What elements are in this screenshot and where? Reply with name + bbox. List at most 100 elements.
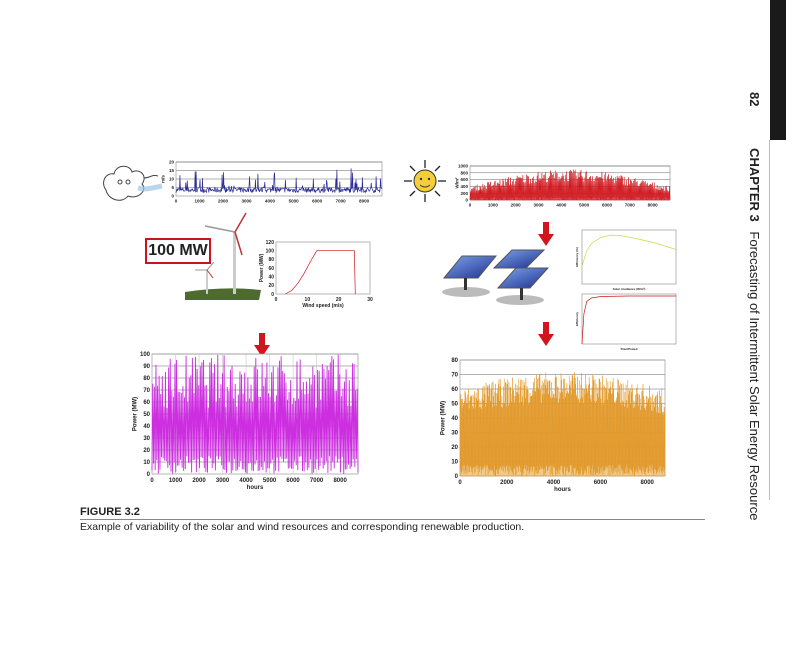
y-axis-label: Power (MW) [440,401,446,435]
x-tick-label: 8000 [648,203,659,208]
wind-cloud-icon [103,165,163,201]
chapter-label: CHAPTER 3 [747,148,762,222]
x-tick-label: 6000 [312,199,323,204]
y-tick-label: 10 [169,177,175,182]
x-axis-label: Solar irradiance (W/m²) [613,287,646,291]
figure-rule [80,519,705,520]
running-head: 82 CHAPTER 3 Forecasting of Intermittent… [747,92,762,520]
x-axis-label: hours [247,485,264,490]
x-tick-label: 3000 [216,478,230,484]
x-axis-label: Wind speed (m/s) [302,303,344,309]
x-tick-label: 4000 [239,478,253,484]
x-tick-label: 0 [275,297,278,303]
y-tick-label: 80 [268,257,274,263]
capacity-label: 100 MW [145,238,211,264]
x-tick-label: 1000 [488,203,499,208]
y-axis-label: Efficiency [575,312,579,327]
y-tick-label: 60 [268,266,274,272]
chapter-title: Forecasting of Intermittent Solar Energy… [747,231,762,521]
x-tick-label: 8000 [359,199,370,204]
series-area [469,169,671,201]
y-tick-label: 0 [465,198,468,203]
series-line [581,295,676,345]
y-tick-label: 0 [455,474,459,480]
x-tick-label: 7000 [310,478,324,484]
y-tick-label: 15 [169,168,175,173]
x-tick-label: 5000 [263,478,277,484]
y-tick-label: 200 [460,191,468,196]
y-tick-label: 100 [140,352,151,358]
plot-area [581,229,677,285]
y-tick-label: 30 [143,436,150,442]
y-tick-label: 50 [143,412,150,418]
y-axis-label: Power (MW) [132,397,138,431]
y-axis-label: W/m² [454,177,459,188]
figure-label: FIGURE 3.2 [80,506,140,518]
series-area [459,372,666,477]
x-tick-label: 7000 [336,199,347,204]
wind-speed-chart: 0 5 10 15 20 0 1000 2000 3000 4000 5000 6000 7000 800… [160,160,383,204]
y-tick-label: 0 [171,194,174,199]
y-tick-label: 20 [169,160,175,165]
y-tick-label: 20 [143,448,150,454]
power-curve-chart: 0 20 40 60 80 100 120 0 10 20 30 Wind speed (m/s) Po… [259,240,373,309]
down-arrow-icon [254,333,270,357]
y-tick-label: 1000 [458,164,469,169]
x-tick-label: 0 [175,199,178,204]
page-number: 82 [747,92,762,107]
y-tick-label: 20 [268,283,274,289]
plot-area [275,241,371,295]
x-tick-label: 10 [305,297,311,303]
margin-rule [769,140,770,500]
x-tick-label: 4000 [265,199,276,204]
x-tick-label: 7000 [625,203,636,208]
y-tick-label: 100 [266,248,275,254]
y-tick-label: 50 [451,402,458,408]
y-tick-label: 80 [451,358,458,364]
x-axis-label: hours [554,487,571,493]
y-tick-label: 30 [451,431,458,437]
x-tick-label: 2000 [511,203,522,208]
y-tick-label: 400 [460,184,468,189]
y-tick-label: 70 [143,388,150,394]
x-tick-label: 1000 [195,199,206,204]
sun-icon [404,160,446,202]
x-tick-label: 6000 [594,480,608,486]
y-tick-label: 90 [143,364,150,370]
solar-panels-illustration [442,249,550,305]
series-line [581,234,677,267]
y-tick-label: 800 [460,170,468,175]
x-tick-label: 4000 [547,480,561,486]
series-line [175,168,383,194]
y-tick-label: 70 [451,373,458,379]
chapter-tab [770,0,786,140]
y-tick-label: 60 [143,400,150,406]
down-arrow-icon [538,322,554,346]
efficiency-load-chart: Pout/Prated Efficiency [575,293,677,351]
x-tick-label: 8000 [641,480,655,486]
plot-area [581,293,677,345]
x-tick-label: 3000 [533,203,544,208]
wind-turbine-illustration [185,212,261,300]
x-tick-label: 0 [458,480,462,486]
y-tick-label: 40 [451,416,458,422]
y-tick-label: 600 [460,177,468,182]
x-tick-label: 0 [469,203,472,208]
down-arrow-icon [538,222,554,246]
y-tick-label: 10 [143,460,150,466]
y-tick-label: 40 [143,424,150,430]
x-tick-label: 3000 [242,199,253,204]
x-tick-label: 0 [150,478,154,484]
x-tick-label: 2000 [192,478,206,484]
y-tick-label: 60 [451,387,458,393]
series-line [151,354,359,474]
x-tick-label: 2000 [500,480,514,486]
y-tick-label: 0 [147,472,151,478]
y-tick-label: 40 [268,274,274,280]
x-tick-label: 6000 [286,478,300,484]
y-tick-label: 5 [171,185,174,190]
y-tick-label: 10 [451,460,458,466]
x-tick-label: 30 [367,297,373,303]
